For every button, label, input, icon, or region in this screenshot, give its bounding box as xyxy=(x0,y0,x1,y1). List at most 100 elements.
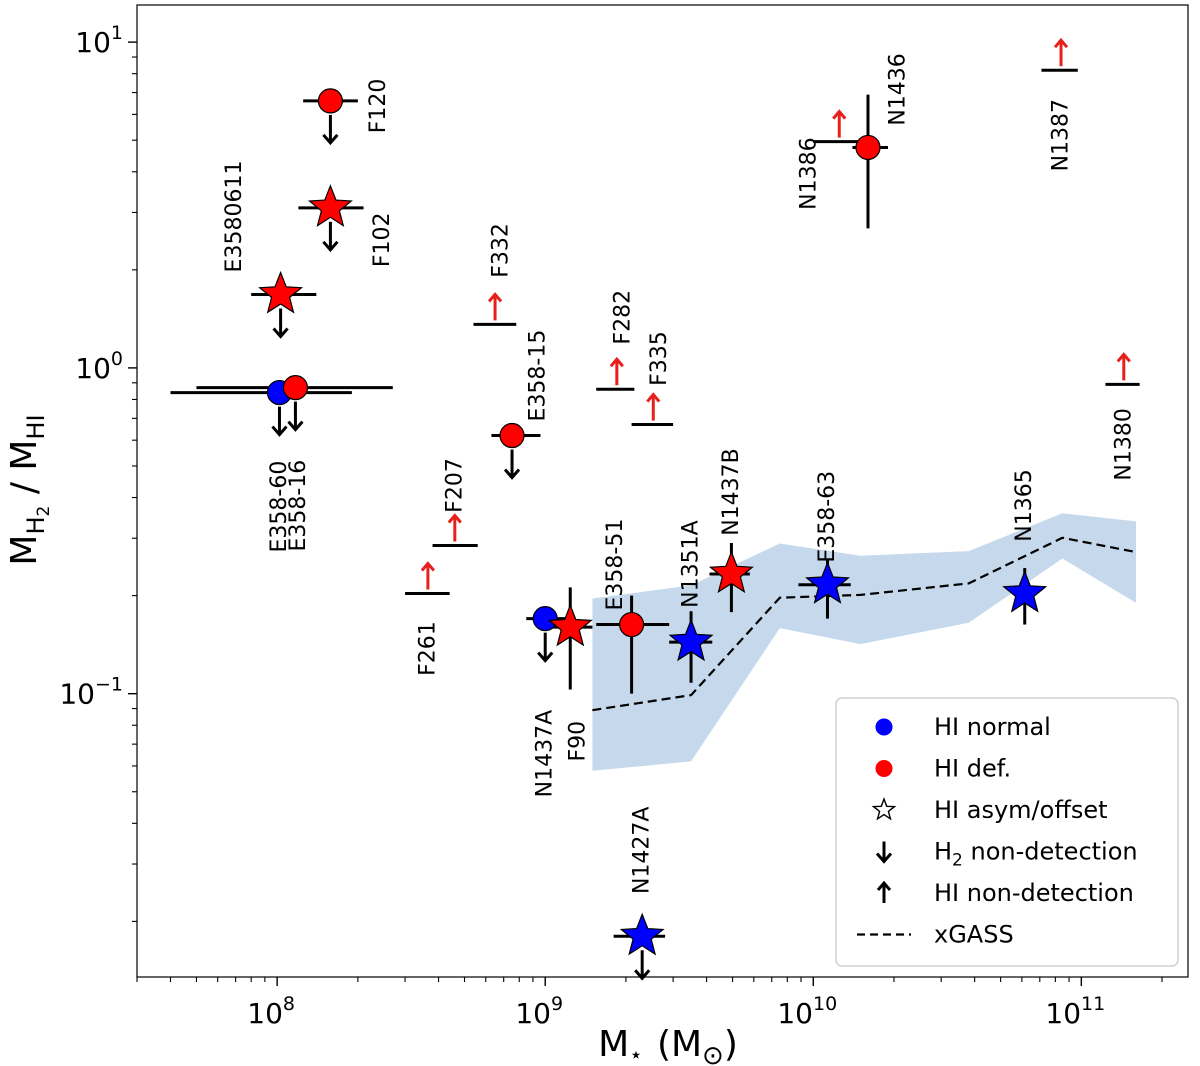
point-label-f335: F335 xyxy=(647,331,672,386)
x-tick-label: 1011 xyxy=(1045,993,1105,1030)
y-tick-label: 10−1 xyxy=(59,674,123,711)
point-f120-marker xyxy=(317,88,344,114)
point-f102-marker xyxy=(307,184,353,227)
legend-down-icon-head xyxy=(875,852,893,864)
legend-star-icon xyxy=(871,796,897,821)
point-label-n1380: N1380 xyxy=(1111,408,1136,480)
point-label-f120: F120 xyxy=(366,79,391,134)
legend-box xyxy=(835,697,1179,967)
point-n1365-marker xyxy=(1002,569,1048,613)
point-f102-h2-limit-arrow-head xyxy=(322,240,339,253)
hi-limit-n1386-arrow xyxy=(832,109,847,138)
point-e358-63-marker xyxy=(805,561,850,604)
point-e358-60-h2-limit-arrow-head xyxy=(271,425,288,437)
point-label-e358-60: E358-60 xyxy=(267,461,292,553)
hi-limit-f282-arrow xyxy=(609,356,624,386)
point-label-n1365: N1365 xyxy=(1012,469,1037,541)
point-label-layer: F332 F282 F335 F207 F261 N1386 N1387 N1380 F120 F… xyxy=(222,53,1136,894)
point-label-e358-63: E358-63 xyxy=(815,471,840,563)
point-label-f261: F261 xyxy=(415,621,440,676)
point-e358-15-h2-limit-arrow-head xyxy=(503,468,521,480)
point-n1427a-h2-limit-arrow-head xyxy=(634,969,651,981)
legend-label: HI normal xyxy=(934,713,1051,741)
hi-limit-n1387-arrow-head xyxy=(1053,37,1069,49)
legend-label: HI non-detection xyxy=(934,879,1134,907)
point-e358-16-marker xyxy=(282,375,309,401)
point-n1437b-marker xyxy=(708,550,754,594)
y-axis-label: MH2 / MHI xyxy=(4,414,54,565)
point-label-e358-51: E358-51 xyxy=(603,519,628,611)
xgass-median-line xyxy=(592,536,1137,712)
legend-down-icon xyxy=(875,841,893,864)
hi-limit-f332-arrow-head xyxy=(487,292,503,303)
point-f102-h2-limit-arrow xyxy=(322,221,339,253)
point-label-f332: F332 xyxy=(489,223,514,278)
point-n1437a-h2-limit-arrow xyxy=(537,632,554,663)
point-label-n1437a: N1437A xyxy=(533,710,558,798)
point-label-n1387: N1387 xyxy=(1049,99,1074,171)
point-n1436-errors xyxy=(852,94,888,229)
y-tick-label: 101 xyxy=(75,22,123,59)
legend: HI normal HI def. HI asym/offset H2 non-det… xyxy=(835,697,1179,967)
point-label-f282: F282 xyxy=(610,290,635,345)
point-e358-16-h2-limit-arrow xyxy=(287,401,304,432)
point-e358-16-h2-limit-arrow-head xyxy=(287,420,304,432)
point-f90-marker xyxy=(547,603,593,647)
hi-limit-f335-arrow xyxy=(646,392,661,421)
hi-limit-f335-arrow-head xyxy=(646,392,661,403)
x-tick-label: 1010 xyxy=(777,993,837,1030)
hi-limit-f332-arrow xyxy=(487,292,503,321)
point-f90-errors xyxy=(545,587,593,690)
legend-label: H2 non-detection xyxy=(934,838,1138,871)
point-label-e358-16: E358-16 xyxy=(286,460,311,552)
point-label-f90: F90 xyxy=(566,721,591,762)
point-label-f102: F102 xyxy=(370,212,395,267)
hi-limit-f335 xyxy=(631,392,674,427)
point-e358-60-errors xyxy=(170,391,352,437)
point-n1427a-marker xyxy=(619,912,665,956)
hi-limit-n1386-arrow-head xyxy=(832,109,847,120)
hi-limit-n1380-arrow-head xyxy=(1116,352,1131,363)
point-n1436-marker xyxy=(855,134,881,161)
hi-limit-n1380-arrow xyxy=(1116,352,1131,381)
xgass-median-layer xyxy=(592,536,1137,712)
point-f120-h2-limit-arrow-head xyxy=(322,133,339,146)
hi-limit-f332 xyxy=(473,292,517,326)
point-n1437a-h2-limit-arrow-head xyxy=(537,651,554,663)
point-n1427a-h2-limit-arrow xyxy=(634,950,651,981)
hi-limit-f261-arrow-head xyxy=(420,561,436,572)
hi-limit-f261 xyxy=(405,561,450,596)
point-e358-51-marker xyxy=(618,611,645,638)
legend-circle-icon xyxy=(875,760,893,777)
point-label-n1351a: N1351A xyxy=(679,520,704,608)
hi-limit-n1386 xyxy=(813,109,865,144)
point-e3580611-h2-limit-arrow xyxy=(272,308,289,339)
axis-layer: 108 109 1010 1011 10−1 100 101 xyxy=(59,22,1163,1030)
legend-circle-icon xyxy=(875,718,893,736)
point-label-f207: F207 xyxy=(442,458,467,513)
hi-limit-f261-arrow xyxy=(420,561,436,590)
hi-limit-f207-arrow xyxy=(447,513,462,542)
point-e358-15-h2-limit-arrow xyxy=(503,449,521,480)
point-n1351a-marker xyxy=(668,618,714,662)
point-e358-60-h2-limit-arrow xyxy=(271,406,288,437)
x-tick-label: 109 xyxy=(515,993,563,1030)
point-label-n1436: N1436 xyxy=(885,53,910,125)
plot-frame xyxy=(136,4,1189,978)
hi-limit-f282 xyxy=(596,356,635,391)
x-tick-label: 108 xyxy=(247,993,295,1030)
point-n1437a-marker xyxy=(532,606,558,632)
point-f120-h2-limit-arrow xyxy=(322,114,339,146)
hi-limit-n1387 xyxy=(1041,37,1078,72)
point-label-n1386: N1386 xyxy=(797,137,822,209)
x-axis-label: M⋆ (M⊙) xyxy=(598,1024,738,1066)
hi-limit-f207 xyxy=(432,513,478,548)
point-label-e358-15: E358-15 xyxy=(526,330,551,422)
legend-label: xGASS xyxy=(934,921,1014,949)
legend-up-icon xyxy=(876,880,892,903)
marker-layer xyxy=(258,37,1140,956)
hi-limit-n1380 xyxy=(1105,352,1140,386)
hi-limit-f207-arrow-head xyxy=(447,513,462,524)
hi-limit-n1387-arrow xyxy=(1053,37,1069,67)
